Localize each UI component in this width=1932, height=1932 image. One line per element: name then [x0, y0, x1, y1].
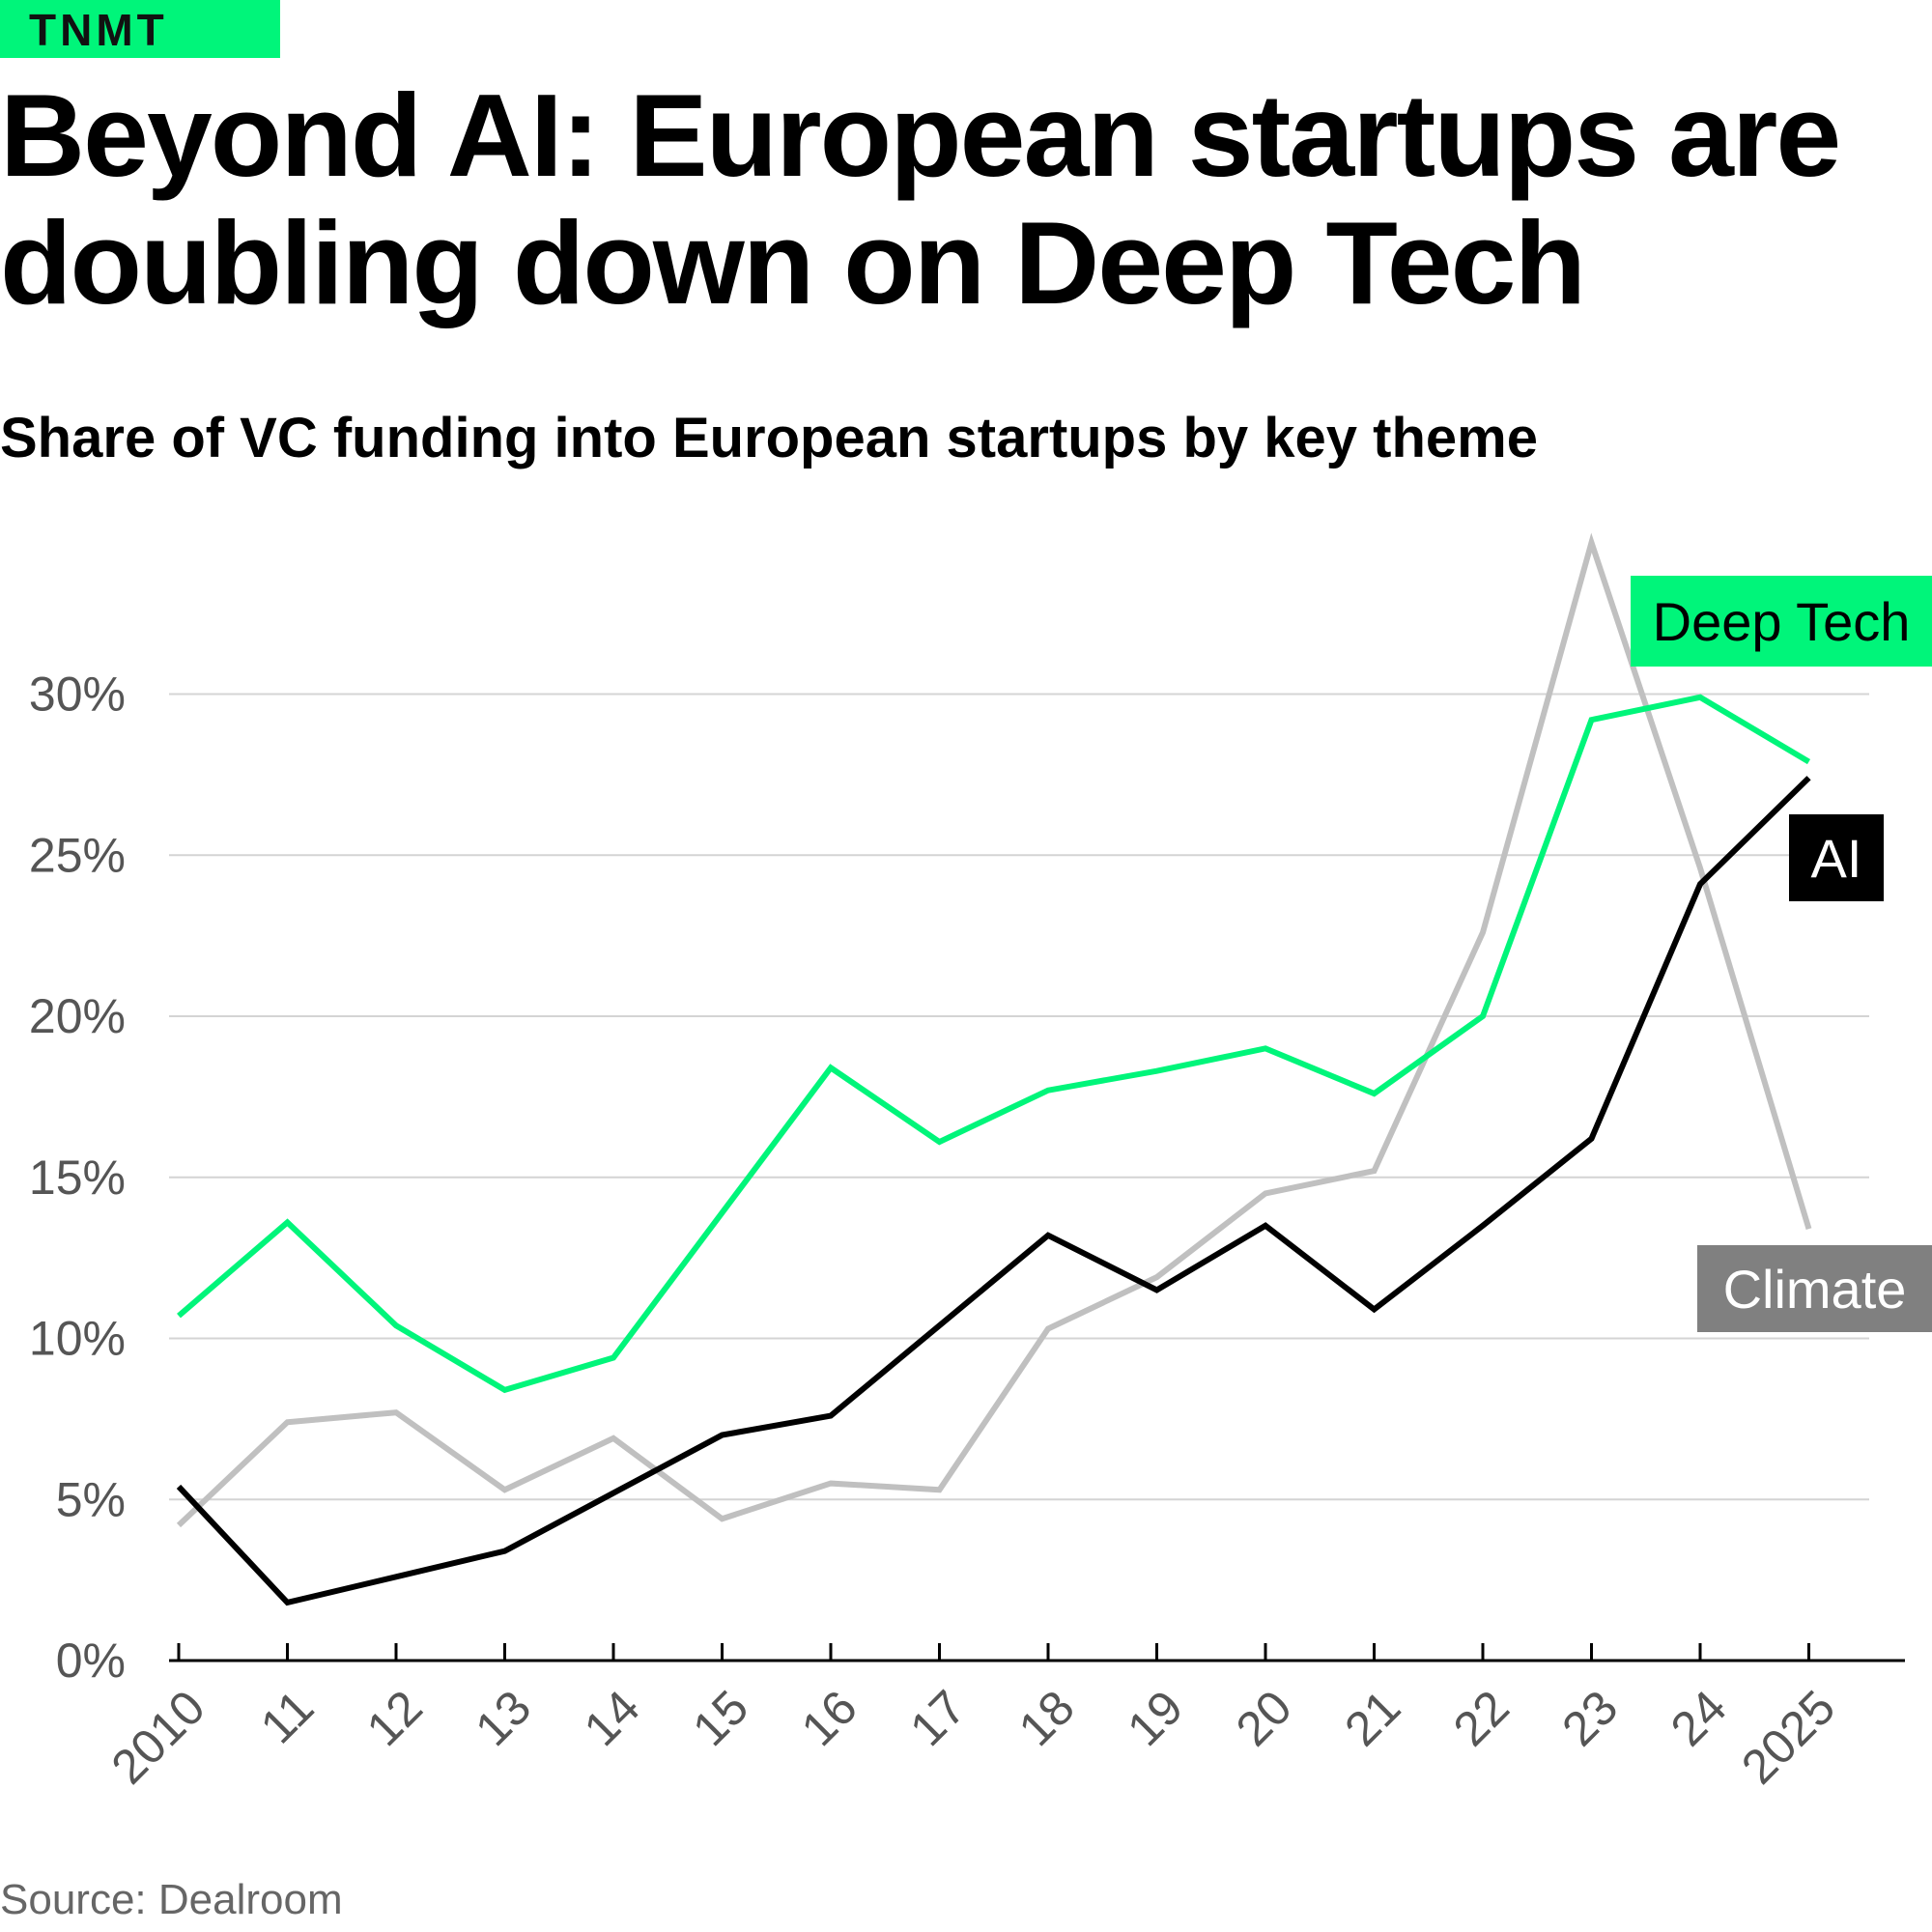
x-tick-label: 17 [899, 1680, 976, 1756]
x-tick-label: 15 [682, 1680, 758, 1756]
x-tick-label: 14 [574, 1680, 650, 1756]
x-tick-label: 13 [465, 1680, 541, 1756]
series-label-box-ai [1789, 814, 1884, 901]
y-tick-label: 5% [56, 1472, 126, 1526]
series-line-ai [176, 776, 1811, 1606]
series-label-climate: Climate [1723, 1259, 1907, 1320]
chart-subtitle: Share of VC funding into European startu… [0, 407, 1538, 469]
source-note: Source: Dealroom [0, 1876, 343, 1923]
series-label-ai: AI [1811, 828, 1862, 889]
series-line-deep-tech [177, 694, 1811, 1394]
y-tick-label: 30% [29, 668, 126, 722]
y-tick-label: 0% [56, 1634, 126, 1688]
x-tick-label: 22 [1443, 1680, 1520, 1756]
brand-logo: TNMT [0, 0, 280, 58]
x-tick-label: 23 [1551, 1680, 1628, 1756]
series-label-box-deep-tech [1631, 576, 1932, 667]
y-tick-label: 25% [29, 828, 126, 882]
x-tick-label: 21 [1334, 1680, 1410, 1756]
x-tick-label: 2025 [1731, 1680, 1845, 1794]
x-tick-label: 19 [1117, 1680, 1193, 1756]
x-tick-label: 2010 [101, 1680, 215, 1794]
page-title: Beyond AI: European startups are doublin… [0, 70, 1841, 328]
y-tick-label: 20% [29, 989, 126, 1043]
x-tick-label: 16 [791, 1680, 867, 1756]
series-line-climate [176, 532, 1812, 1528]
y-tick-label: 15% [29, 1151, 126, 1205]
x-tick-label: 24 [1661, 1680, 1737, 1756]
x-tick-label: 18 [1009, 1680, 1085, 1756]
y-tick-label: 10% [29, 1312, 126, 1366]
series-label-box-climate [1697, 1245, 1932, 1332]
brand-logo-text: TNMT [29, 5, 168, 55]
x-tick-label: 20 [1226, 1680, 1302, 1756]
series-label-deep-tech: Deep Tech [1653, 591, 1911, 652]
x-tick-label: 12 [356, 1680, 433, 1756]
x-tick-label: 11 [250, 1680, 324, 1753]
